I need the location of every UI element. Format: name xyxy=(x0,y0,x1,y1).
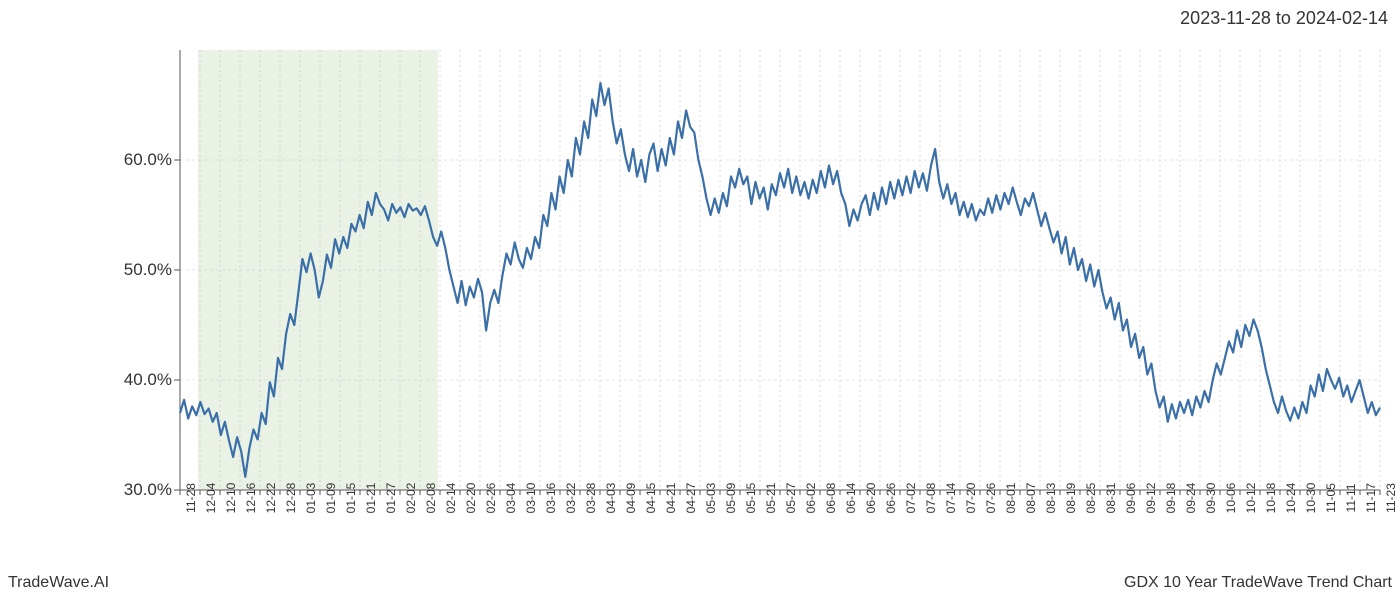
x-tick-label: 04-09 xyxy=(624,483,638,514)
x-tick-label: 09-18 xyxy=(1164,483,1178,514)
x-tick-label: 12-22 xyxy=(264,483,278,514)
x-tick-label: 03-28 xyxy=(584,483,598,514)
x-tick-label: 10-18 xyxy=(1264,483,1278,514)
x-tick-label: 12-10 xyxy=(224,483,238,514)
x-tick-label: 06-08 xyxy=(824,483,838,514)
x-tick-label: 08-19 xyxy=(1064,483,1078,514)
x-tick-label: 07-14 xyxy=(944,483,958,514)
x-tick-label: 02-26 xyxy=(484,483,498,514)
x-tick-label: 02-20 xyxy=(464,483,478,514)
x-tick-label: 10-06 xyxy=(1224,483,1238,514)
x-tick-label: 04-21 xyxy=(664,483,678,514)
x-tick-label: 02-14 xyxy=(444,483,458,514)
x-tick-label: 01-15 xyxy=(344,483,358,514)
x-tick-label: 11-28 xyxy=(184,483,198,513)
x-tick-label: 10-24 xyxy=(1284,483,1298,514)
trend-chart xyxy=(180,50,1380,490)
x-tick-label: 06-20 xyxy=(864,483,878,514)
x-tick-label: 07-08 xyxy=(924,483,938,514)
x-tick-label: 02-02 xyxy=(404,483,418,514)
x-tick-label: 03-22 xyxy=(564,483,578,514)
x-tick-label: 01-21 xyxy=(364,483,378,514)
x-tick-label: 05-27 xyxy=(784,483,798,514)
x-tick-label: 12-16 xyxy=(244,483,258,514)
y-tick-label: 50.0% xyxy=(124,260,172,280)
x-tick-label: 01-27 xyxy=(384,483,398,514)
x-tick-label: 08-01 xyxy=(1004,483,1018,514)
x-tick-label: 05-21 xyxy=(764,483,778,514)
x-tick-label: 02-08 xyxy=(424,483,438,514)
x-tick-label: 03-04 xyxy=(504,483,518,514)
y-tick-label: 30.0% xyxy=(124,480,172,500)
x-tick-label: 09-30 xyxy=(1204,483,1218,514)
brand-label: TradeWave.AI xyxy=(8,574,109,592)
y-tick-label: 60.0% xyxy=(124,150,172,170)
x-tick-label: 01-03 xyxy=(304,483,318,514)
x-tick-label: 08-31 xyxy=(1104,483,1118,514)
x-tick-label: 12-28 xyxy=(284,483,298,514)
x-tick-label: 08-07 xyxy=(1024,483,1038,514)
y-tick-label: 40.0% xyxy=(124,370,172,390)
x-tick-label: 06-14 xyxy=(844,483,858,514)
x-tick-label: 09-06 xyxy=(1124,483,1138,514)
x-tick-label: 11-23 xyxy=(1384,483,1398,513)
x-tick-label: 06-26 xyxy=(884,483,898,514)
x-tick-label: 07-26 xyxy=(984,483,998,514)
x-tick-label: 10-30 xyxy=(1304,483,1318,514)
x-tick-label: 12-04 xyxy=(204,483,218,514)
x-tick-label: 01-09 xyxy=(324,483,338,514)
x-tick-label: 06-02 xyxy=(804,483,818,514)
x-tick-label: 03-10 xyxy=(524,483,538,514)
chart-title: GDX 10 Year TradeWave Trend Chart xyxy=(1124,574,1392,592)
x-tick-label: 04-15 xyxy=(644,483,658,514)
x-tick-label: 09-12 xyxy=(1144,483,1158,514)
x-tick-label: 04-27 xyxy=(684,483,698,514)
x-tick-label: 05-09 xyxy=(724,483,738,514)
x-tick-label: 11-17 xyxy=(1364,483,1378,513)
date-range-label: 2023-11-28 to 2024-02-14 xyxy=(1180,8,1388,29)
x-tick-label: 10-12 xyxy=(1244,483,1258,514)
x-tick-label: 05-03 xyxy=(704,483,718,514)
x-tick-label: 05-15 xyxy=(744,483,758,514)
x-tick-label: 07-02 xyxy=(904,483,918,514)
x-tick-label: 03-16 xyxy=(544,483,558,514)
x-tick-label: 09-24 xyxy=(1184,483,1198,514)
x-tick-label: 08-25 xyxy=(1084,483,1098,514)
x-tick-label: 04-03 xyxy=(604,483,618,514)
x-tick-label: 07-20 xyxy=(964,483,978,514)
x-tick-label: 08-13 xyxy=(1044,483,1058,514)
x-tick-label: 11-05 xyxy=(1324,483,1338,513)
x-tick-label: 11-11 xyxy=(1344,484,1358,513)
